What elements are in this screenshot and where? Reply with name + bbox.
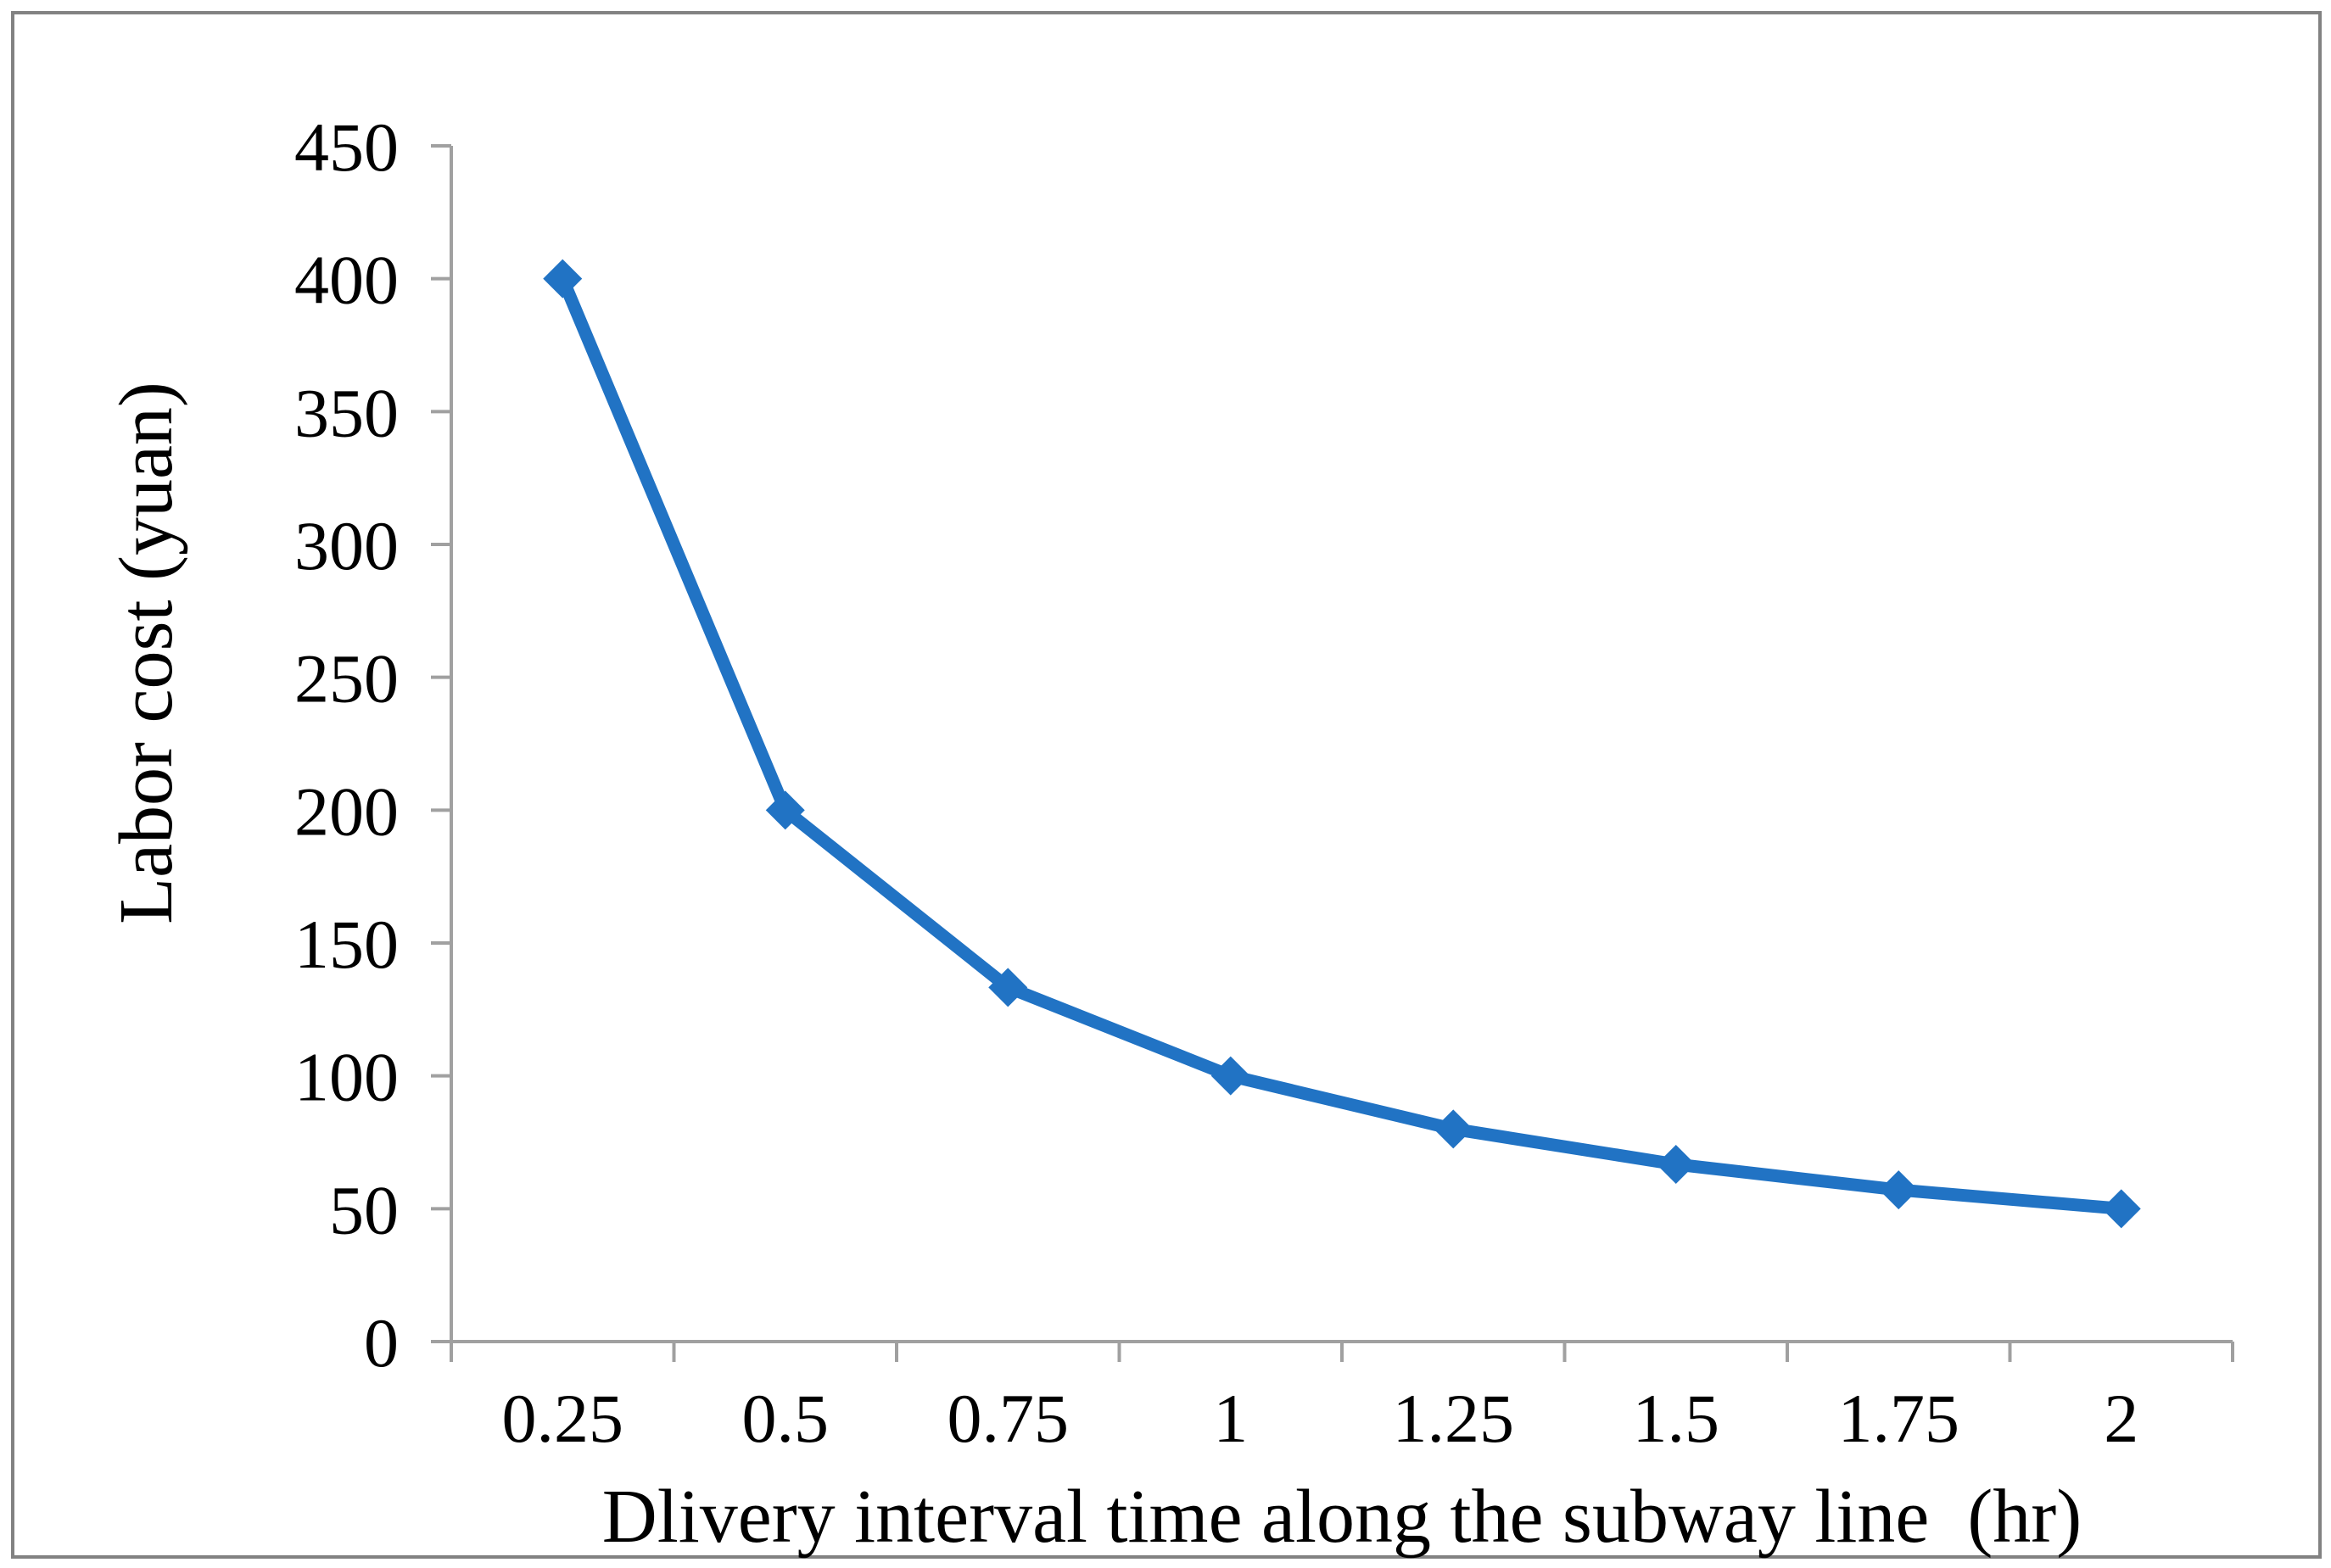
chart-area: 0 50 100 150 200 250 300 350 400 450 0.25 0.5 0.75 1 1… [294, 109, 2234, 1457]
data-point-marker [988, 968, 1028, 1007]
y-tick-label: 50 [329, 1171, 399, 1248]
data-point-marker [765, 790, 805, 830]
y-tick-label: 300 [294, 507, 399, 584]
tick-marks [431, 144, 2234, 1362]
tick-labels: 0 50 100 150 200 250 300 350 400 450 0.25 0.5 0.75 1 1… [294, 109, 2138, 1457]
y-tick-label: 450 [294, 109, 399, 186]
x-tick-label: 1.5 [1633, 1380, 1720, 1457]
y-tick-label: 350 [294, 374, 399, 451]
y-tick-label: 250 [294, 640, 399, 717]
data-point-marker [1656, 1145, 1696, 1185]
y-tick-label: 0 [364, 1304, 399, 1381]
x-tick-label: 1.75 [1838, 1380, 1960, 1457]
labor-cost-series-line [556, 272, 2128, 1215]
x-tick-label: 0.75 [947, 1380, 1070, 1457]
data-point-marker [2101, 1189, 2141, 1229]
data-point-marker [543, 259, 583, 299]
figure-border [11, 11, 2322, 1559]
data-point-marker [1879, 1170, 1919, 1210]
y-tick-label: 150 [294, 906, 399, 983]
axes [450, 146, 2233, 1343]
y-axis-title: Labor cost (yuan) [104, 382, 188, 924]
x-tick-label: 0.5 [742, 1380, 830, 1457]
y-tick-label: 200 [294, 773, 399, 850]
data-point-marker [1434, 1109, 1473, 1149]
data-point-marker [1210, 1056, 1250, 1096]
data-series [543, 259, 2141, 1229]
x-tick-label: 1.25 [1393, 1380, 1515, 1457]
x-tick-label: 0.25 [502, 1380, 624, 1457]
x-tick-label: 2 [2104, 1380, 2138, 1457]
y-tick-label: 400 [294, 242, 399, 319]
x-tick-label: 1 [1213, 1380, 1248, 1457]
y-tick-label: 100 [294, 1039, 399, 1116]
x-axis-title: Dlivery interval time along the subway l… [602, 1475, 2082, 1559]
